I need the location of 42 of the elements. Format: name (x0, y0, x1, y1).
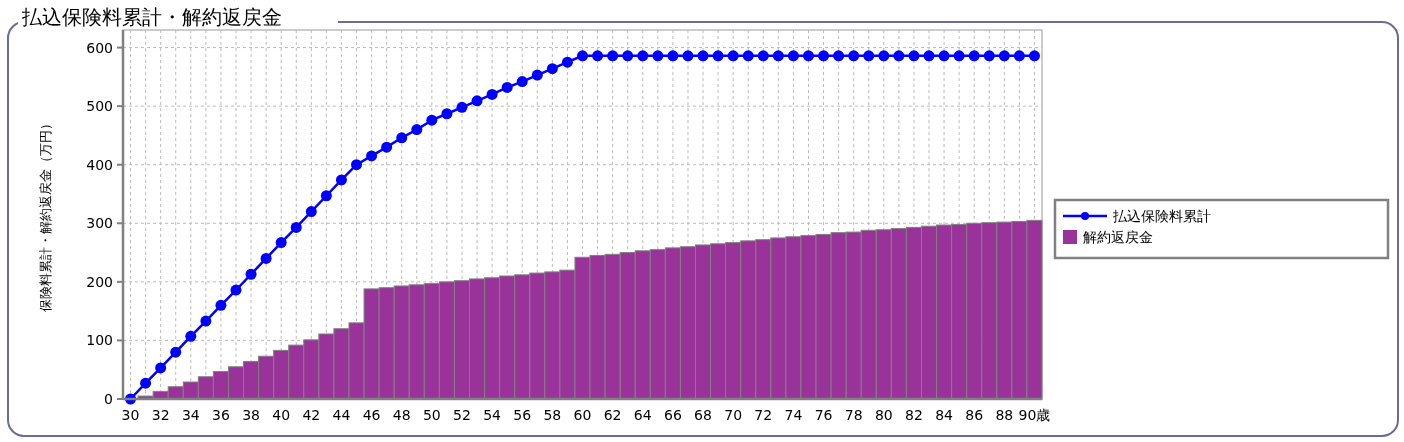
x-tick-label: 44 (332, 407, 351, 423)
x-tick-label: 36 (212, 407, 230, 423)
x-tick-label: 40 (272, 407, 291, 423)
x-tick-label: 52 (453, 407, 471, 423)
x-tick-label: 34 (181, 407, 200, 423)
y-tick-label: 400 (86, 156, 113, 173)
x-tick-label: 64 (633, 407, 652, 423)
x-tick-label: 66 (663, 407, 682, 423)
x-tick-label: 50 (422, 407, 441, 423)
x-tick-label: 38 (242, 407, 260, 423)
x-tick-label: 42 (302, 407, 321, 423)
x-tick-label: 62 (603, 407, 622, 423)
x-tick-label: 32 (151, 407, 170, 423)
y-tick-label: 300 (86, 215, 113, 232)
y-tick-label: 100 (86, 332, 113, 349)
legend-label: 解約返戻金 (1083, 229, 1153, 245)
y-tick-label: 200 (86, 273, 113, 290)
chart-title: 払込保険料累計・解約返戻金 (21, 5, 282, 29)
x-tick-label: 76 (814, 407, 833, 423)
x-tick-label: 72 (754, 407, 773, 423)
x-tick-label: 56 (513, 407, 532, 423)
x-tick-label: 46 (362, 407, 381, 423)
y-tick-label: 500 (86, 98, 113, 115)
y-axis-title: 保険料累計・解約返戻金（万円） (38, 117, 53, 312)
x-tick-label: 86 (965, 407, 984, 423)
legend-label: 払込保険料累計 (1112, 208, 1211, 224)
x-tick-label: 90歳 (1018, 407, 1051, 423)
x-tick-label: 68 (694, 407, 712, 423)
x-tick-label: 30 (121, 407, 140, 423)
x-tick-label: 48 (392, 407, 411, 423)
x-tick-label: 78 (844, 407, 863, 423)
x-tick-label: 70 (724, 407, 743, 423)
y-tick-label: 0 (104, 391, 113, 407)
x-tick-label: 54 (483, 407, 502, 423)
x-tick-label: 80 (874, 407, 893, 423)
x-tick-label: 88 (995, 407, 1014, 423)
x-tick-label: 60 (573, 407, 592, 423)
x-tick-label: 58 (543, 407, 562, 423)
y-tick-label: 600 (86, 39, 113, 56)
x-tick-label: 84 (935, 407, 954, 423)
x-tick-label: 74 (784, 407, 803, 423)
x-tick-label: 82 (905, 407, 923, 423)
